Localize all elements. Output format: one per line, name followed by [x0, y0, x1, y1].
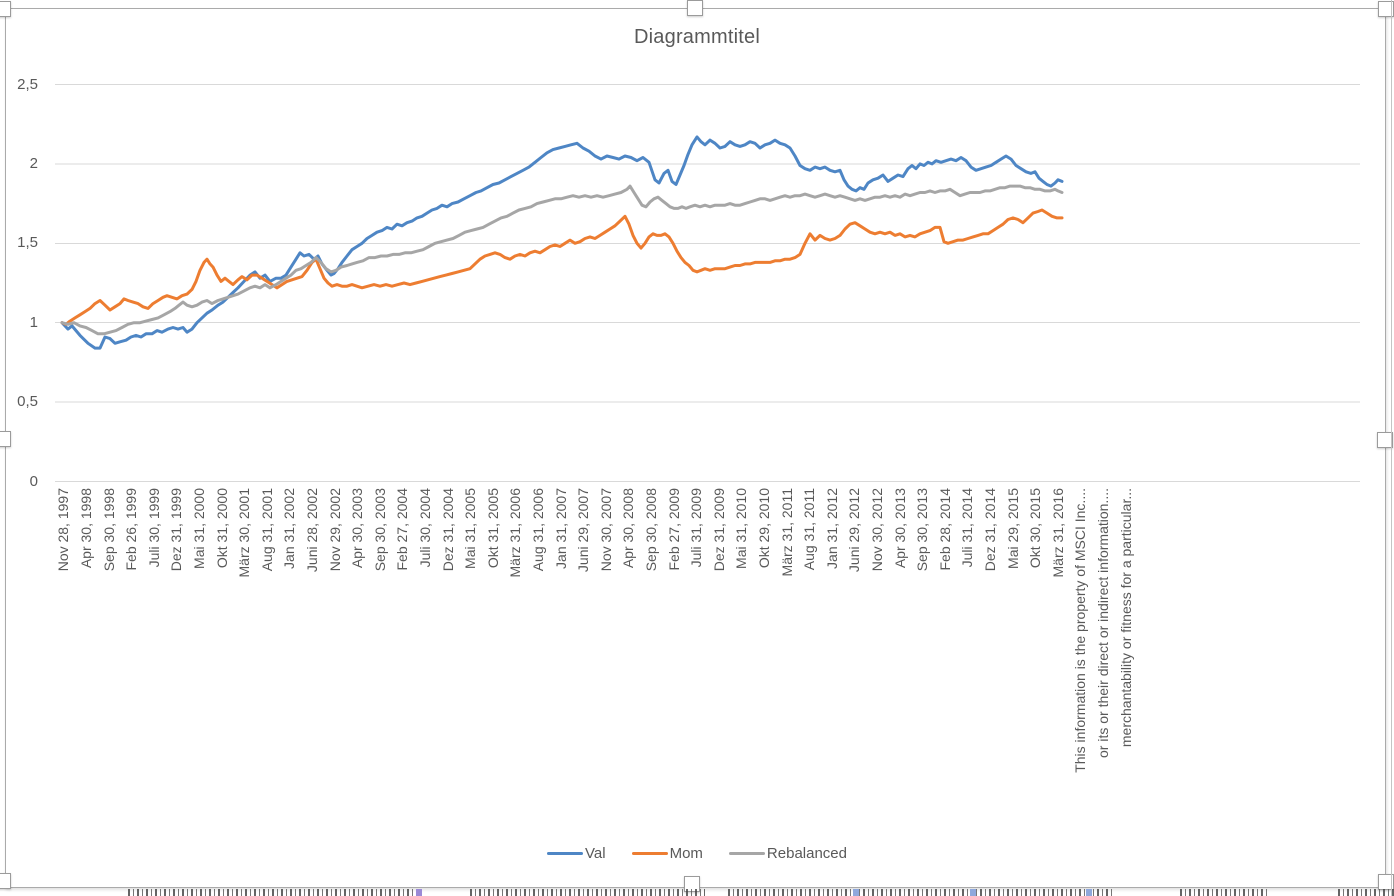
series-line-mom[interactable]	[60, 208, 1064, 326]
x-tick-label[interactable]: März 31, 2011	[778, 488, 795, 577]
cell-fill-mark	[970, 889, 976, 896]
x-tick-label[interactable]: März 30, 2001	[236, 488, 253, 578]
x-tick-label[interactable]: Dez 31, 2009	[710, 488, 727, 572]
y-tick-label[interactable]: 1	[29, 313, 38, 331]
worksheet-gridline	[1391, 0, 1392, 896]
legend-line-swatch	[728, 851, 765, 855]
x-tick-label[interactable]: Feb 26, 1999	[123, 488, 140, 571]
x-tick-label[interactable]: Jan 31, 2007	[552, 488, 569, 569]
x-tick-label[interactable]: März 31, 2006	[507, 488, 524, 578]
x-tick-label[interactable]: Sep 30, 2013	[914, 488, 931, 572]
x-tick-label[interactable]: Apr 30, 2003	[349, 488, 366, 569]
x-tick-label[interactable]: Okt 31, 2005	[484, 488, 501, 569]
x-tick-label[interactable]: or its or their direct or indirect infor…	[1094, 488, 1111, 758]
resize-handle-top-mid[interactable]	[687, 0, 703, 16]
x-tick-label[interactable]: Mai 31, 2000	[190, 488, 207, 569]
x-tick-label[interactable]: Juni 29, 2007	[575, 488, 592, 573]
x-tick-label[interactable]: März 31, 2016	[1049, 488, 1066, 578]
x-tick-label[interactable]: Feb 28, 2014	[936, 488, 953, 571]
clipped-worksheet-row	[0, 889, 1394, 896]
legend-line-swatch	[631, 851, 668, 855]
legend-item-mom[interactable]: Mom	[631, 844, 703, 862]
x-tick-label[interactable]: Nov 28, 1997	[55, 488, 72, 572]
cell-fill-mark	[853, 889, 859, 896]
resize-handle-mid-left[interactable]	[0, 431, 11, 447]
x-tick-label[interactable]: Juni 29, 2012	[846, 488, 863, 573]
x-tick-label[interactable]: Apr 30, 1998	[77, 488, 94, 569]
x-tick-label[interactable]: Mai 29, 2015	[1004, 488, 1021, 569]
legend-item-val[interactable]: Val	[547, 845, 606, 862]
x-tick-label[interactable]: Okt 31, 2000	[213, 488, 230, 569]
cell-fill-mark	[1086, 889, 1092, 896]
x-tick-label[interactable]: Juli 31, 2009	[688, 488, 705, 568]
series-line-val[interactable]	[60, 135, 1064, 350]
legend-label: Val	[585, 844, 606, 862]
legend-line-swatch	[547, 851, 583, 855]
resize-handle-mid-right[interactable]	[1377, 432, 1393, 448]
x-tick-label[interactable]: Juli 31, 2014	[959, 488, 976, 568]
y-tick-label[interactable]: 2	[29, 154, 38, 172]
chart-title[interactable]: Diagrammtitel	[634, 26, 760, 48]
x-tick-label[interactable]: Apr 30, 2008	[620, 488, 637, 569]
x-tick-label[interactable]: Mai 31, 2005	[462, 488, 479, 569]
legend-label: Rebalanced	[766, 844, 847, 862]
x-tick-label[interactable]: Okt 29, 2010	[755, 488, 772, 569]
x-tick-label[interactable]: merchantability or fitness for a particu…	[1117, 488, 1134, 748]
x-tick-label[interactable]: Aug 31, 2011	[801, 488, 818, 571]
x-tick-label[interactable]: Feb 27, 2009	[665, 488, 682, 571]
x-tick-label[interactable]: Nov 29, 2002	[326, 488, 343, 572]
x-tick-label[interactable]: Dez 31, 1999	[168, 488, 185, 572]
legend-item-rebalanced[interactable]: Rebalanced	[728, 844, 847, 862]
legend-label: Mom	[669, 844, 703, 862]
x-tick-label[interactable]: Apr 30, 2013	[891, 488, 908, 569]
x-tick-label[interactable]: Dez 31, 2014	[981, 488, 998, 572]
x-tick-label[interactable]: Dez 31, 2004	[439, 488, 456, 572]
y-tick-label[interactable]: 2,5	[17, 75, 38, 93]
x-tick-label[interactable]: Jan 31, 2002	[281, 488, 298, 569]
cell-fill-mark	[416, 889, 422, 896]
x-tick-label[interactable]: Jan 31, 2012	[823, 488, 840, 569]
x-tick-label[interactable]: This information is the property of MSCI…	[1072, 488, 1089, 773]
x-tick-label[interactable]: Juni 28, 2002	[303, 488, 320, 573]
y-tick-label[interactable]: 0,5	[17, 393, 38, 411]
x-tick-label[interactable]: Sep 30, 2003	[371, 488, 388, 572]
x-tick-label[interactable]: Sep 30, 1998	[100, 488, 117, 572]
resize-handle-bottom-left[interactable]	[0, 873, 11, 889]
x-tick-label[interactable]: Aug 31, 2006	[529, 488, 546, 572]
x-tick-label[interactable]: Mai 31, 2010	[733, 488, 750, 569]
x-tick-label[interactable]: Feb 27, 2004	[394, 488, 411, 571]
x-tick-label[interactable]: Nov 30, 2012	[868, 488, 885, 572]
x-tick-label[interactable]: Sep 30, 2008	[642, 488, 659, 572]
y-tick-label[interactable]: 1,5	[17, 234, 38, 252]
legend[interactable]: Val Mom Rebalanced	[0, 840, 1394, 866]
x-tick-label[interactable]: Okt 30, 2015	[1027, 488, 1044, 569]
series-line-rebalanced[interactable]	[60, 184, 1064, 336]
y-tick-label[interactable]: 0	[29, 472, 38, 490]
x-tick-label[interactable]: Juli 30, 1999	[145, 488, 162, 568]
resize-handle-top-left[interactable]	[0, 1, 11, 17]
x-tick-label[interactable]: Aug 31, 2001	[258, 488, 275, 572]
x-tick-label[interactable]: Nov 30, 2007	[597, 488, 614, 572]
x-tick-label[interactable]: Juli 30, 2004	[416, 488, 433, 568]
